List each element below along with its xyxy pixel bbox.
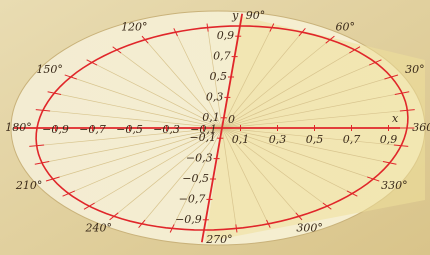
y-tick-label: 0,9 <box>217 29 235 42</box>
angle-label: 150° <box>36 63 63 76</box>
angle-label: 120° <box>121 20 148 33</box>
x-tick-label: 0,3 <box>269 133 287 146</box>
y-tick-label: −0,1 <box>189 131 216 144</box>
x-tick-label: 0,9 <box>380 133 398 146</box>
y-tick-label: −0,5 <box>182 172 209 185</box>
y-tick-label: −0,3 <box>186 152 213 165</box>
angle-label: 90° <box>246 9 265 22</box>
angle-label: 270° <box>205 233 233 246</box>
x-tick-label: −0,9 <box>42 123 69 136</box>
x-tick-label: −0,5 <box>116 123 143 136</box>
y-tick-label: 0,1 <box>202 111 220 124</box>
x-tick-label: −0,7 <box>79 123 106 136</box>
y-tick-label: 0,5 <box>210 70 228 83</box>
angle-label: 30° <box>405 63 425 76</box>
unit-circle-diagram: x y 0 −0,9 −0,7 −0,5 −0,3 −0,1 0,1 0,3 0,5 0,7 0,9 0,… <box>0 0 430 255</box>
origin-label: 0 <box>228 113 235 126</box>
y-tick-label: 0,3 <box>206 90 224 103</box>
angle-label: 60° <box>335 20 355 33</box>
x-tick-label: −0,3 <box>153 123 180 136</box>
y-axis-label: y <box>231 9 239 22</box>
angle-label: 330° <box>381 179 408 192</box>
y-tick-label: −0,9 <box>175 213 202 226</box>
angle-label: 360° <box>412 121 430 134</box>
x-axis-label: x <box>392 112 399 125</box>
x-tick-label: 0,5 <box>306 133 324 146</box>
y-tick-label: −0,7 <box>179 192 206 205</box>
x-tick-label: 0,7 <box>343 133 361 146</box>
y-tick-label: 0,7 <box>213 50 231 63</box>
x-tick-label: 0,1 <box>232 133 250 146</box>
angle-label: 300° <box>296 222 323 235</box>
angle-label: 210° <box>15 179 43 192</box>
angle-label: 240° <box>85 222 113 235</box>
angle-label: 180° <box>5 121 32 134</box>
